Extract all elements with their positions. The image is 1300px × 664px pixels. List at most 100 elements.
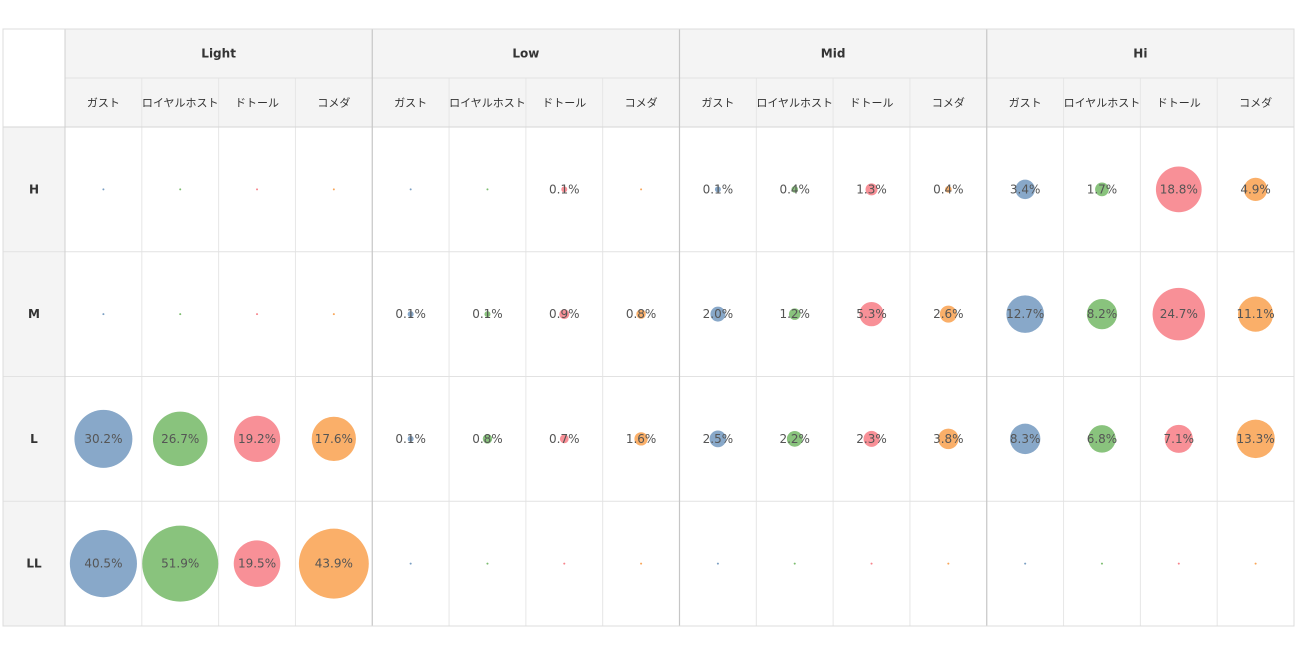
value-bubble <box>561 186 568 193</box>
cell-value-label: 1.3% <box>856 182 887 196</box>
cell-value-label: 4.9% <box>1240 182 1271 196</box>
column-group-label: Low <box>512 47 539 61</box>
empty-cell-dot <box>409 562 412 565</box>
empty-cell-dot <box>640 188 643 191</box>
brand-column-label: コメダ <box>317 96 350 110</box>
cell-value-label: 17.6% <box>315 432 353 446</box>
brand-column-label: ロイヤルホスト <box>1064 97 1141 110</box>
value-bubble <box>311 416 356 462</box>
empty-cell-dot <box>486 188 489 191</box>
cell-value-label: 0.1% <box>395 432 426 446</box>
value-bubble <box>407 435 414 442</box>
value-bubble <box>559 309 570 320</box>
empty-cell-dot <box>870 562 873 565</box>
brand-column-label: ロイヤルホスト <box>756 97 833 110</box>
cell-value-label: 40.5% <box>84 557 122 571</box>
cell-value-label: 1.6% <box>626 432 657 446</box>
cell-value-label: 26.7% <box>161 432 199 446</box>
cell-value-label: 12.7% <box>1006 307 1044 321</box>
cell-value-label: 2.2% <box>779 432 810 446</box>
value-bubble <box>74 409 133 468</box>
cell-value-label: 0.4% <box>779 182 810 196</box>
column-group-label: Light <box>201 47 236 61</box>
empty-cell-dot <box>332 313 335 316</box>
cell-value-label: 6.8% <box>1087 432 1118 446</box>
value-bubble <box>786 431 803 447</box>
column-group-label: Hi <box>1133 47 1147 61</box>
empty-cell-dot <box>947 562 950 565</box>
cell-value-label: 7.1% <box>1164 432 1195 446</box>
empty-cell-dot <box>716 562 719 565</box>
value-bubble <box>233 540 281 587</box>
brand-column-label: ロイヤルホスト <box>449 97 526 110</box>
cell-value-label: 2.3% <box>856 432 887 446</box>
value-bubble <box>938 428 959 450</box>
row-label: LL <box>26 557 42 571</box>
row-label: L <box>30 432 38 446</box>
cell-value-label: 19.2% <box>238 432 276 446</box>
value-bubble <box>859 301 884 327</box>
value-bubble <box>714 186 721 193</box>
cell-value-label: 0.9% <box>549 307 580 321</box>
chart-border <box>2 28 1295 627</box>
value-bubble <box>636 309 646 319</box>
value-bubble <box>634 432 648 446</box>
cell-value-label: 30.2% <box>84 432 122 446</box>
cell-value-label: 1.2% <box>779 307 810 321</box>
value-bubble <box>559 434 569 444</box>
value-bubble <box>1243 177 1268 202</box>
value-bubble <box>945 186 952 193</box>
cell-value-label: 11.1% <box>1237 307 1275 321</box>
empty-cell-dot <box>179 188 182 191</box>
value-bubble <box>407 311 414 318</box>
empty-cell-dot <box>409 188 412 191</box>
value-bubble <box>1006 295 1044 333</box>
cell-value-label: 2.5% <box>703 432 734 446</box>
value-bubble <box>1009 423 1041 455</box>
empty-cell-dot <box>256 188 259 191</box>
value-bubble <box>791 186 799 193</box>
value-bubble <box>939 305 957 323</box>
column-group-label: Mid <box>821 47 846 61</box>
empty-cell-dot <box>179 313 182 316</box>
value-bubble <box>863 430 880 447</box>
empty-cell-dot <box>640 562 643 565</box>
brand-column-label: ドトール <box>850 97 894 110</box>
empty-cell-dot <box>332 188 335 191</box>
cell-value-label: 3.4% <box>1010 182 1041 196</box>
row-label: M <box>28 307 40 321</box>
row-label: H <box>29 182 39 196</box>
cell-value-label: 0.8% <box>626 307 657 321</box>
value-bubble <box>1088 425 1116 453</box>
value-bubble <box>1152 287 1205 341</box>
cell-value-label: 0.4% <box>933 182 964 196</box>
cell-value-label: 8.2% <box>1087 307 1118 321</box>
cell-value-label: 2.0% <box>703 307 734 321</box>
value-bubble <box>484 311 491 318</box>
brand-column-label: ドトール <box>1157 97 1201 110</box>
value-bubble <box>1164 424 1193 453</box>
cell-value-label: 8.3% <box>1010 432 1041 446</box>
value-bubble <box>482 434 493 444</box>
cell-value-label: 19.5% <box>238 557 276 571</box>
value-bubble <box>152 411 208 467</box>
brand-column-label: ロイヤルホスト <box>142 97 219 110</box>
cell-value-label: 13.3% <box>1237 432 1275 446</box>
value-bubble <box>709 430 727 448</box>
empty-cell-dot <box>486 562 489 565</box>
cell-value-label: 1.7% <box>1087 182 1118 196</box>
empty-cell-dot <box>1254 562 1257 565</box>
brand-column-label: ガスト <box>1009 97 1042 110</box>
value-bubble <box>1155 166 1202 213</box>
brand-column-label: コメダ <box>625 96 658 110</box>
empty-cell-dot <box>563 562 566 565</box>
cell-value-label: 24.7% <box>1160 307 1198 321</box>
value-bubble <box>298 528 369 599</box>
brand-column-label: コメダ <box>932 96 965 110</box>
cell-value-label: 3.8% <box>933 432 964 446</box>
value-bubble <box>1086 299 1118 330</box>
value-bubble <box>788 308 801 320</box>
empty-cell-dot <box>1100 562 1103 565</box>
